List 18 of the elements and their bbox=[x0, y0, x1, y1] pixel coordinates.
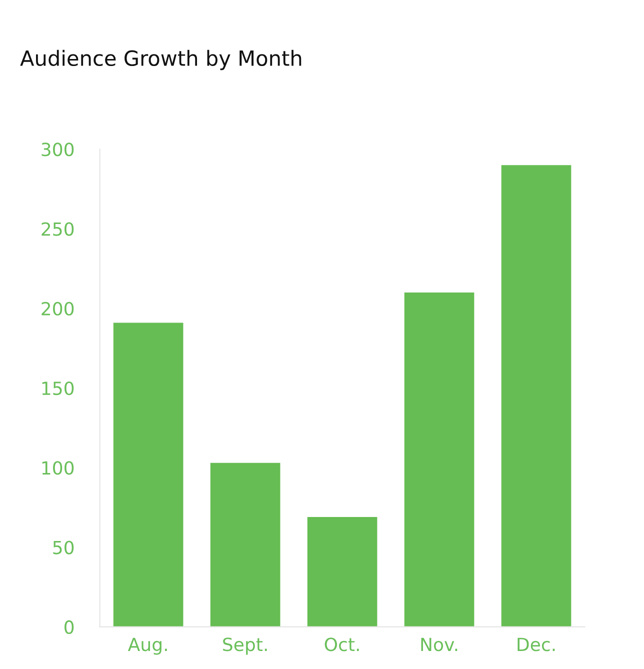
x-tick-label: Oct. bbox=[324, 638, 359, 652]
y-tick-label: 300 bbox=[42, 142, 74, 156]
y-tick-label: 0 bbox=[64, 620, 74, 634]
y-tick-label: 250 bbox=[42, 222, 74, 236]
y-tick-label: 50 bbox=[53, 540, 74, 554]
bar bbox=[404, 292, 474, 627]
bar bbox=[113, 322, 184, 627]
y-tick-label: 150 bbox=[42, 381, 74, 396]
x-tick-label: Sept. bbox=[223, 638, 267, 655]
x-tick-label: Aug. bbox=[128, 638, 167, 655]
bar bbox=[501, 165, 572, 627]
x-tick-label: Dec. bbox=[518, 638, 555, 652]
bar bbox=[210, 462, 280, 627]
y-tick-label: 200 bbox=[42, 302, 74, 316]
chart-title: Audience Growth by Month bbox=[20, 50, 302, 70]
x-tick-label: Nov. bbox=[421, 638, 458, 652]
bar bbox=[307, 516, 378, 627]
y-tick-label: 100 bbox=[42, 461, 74, 475]
